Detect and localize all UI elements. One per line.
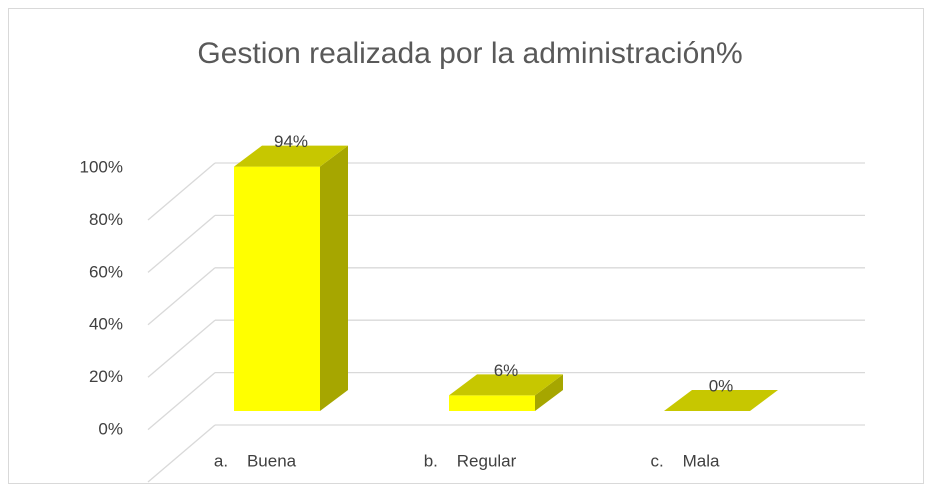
chart-border xyxy=(8,8,924,484)
x-tick-label: a. Buena xyxy=(214,451,297,470)
bar-side xyxy=(535,374,563,411)
bar-side xyxy=(320,145,348,411)
grid-diagonal xyxy=(147,214,216,273)
y-tick-label: 100% xyxy=(80,157,123,176)
grid-diagonal xyxy=(147,372,216,431)
value-label: 6% xyxy=(494,361,519,380)
y-tick-label: 60% xyxy=(89,262,123,281)
value-label: 94% xyxy=(274,132,308,151)
bar-front xyxy=(234,166,320,411)
bar-top xyxy=(664,390,778,411)
x-tick-label: b. Regular xyxy=(424,451,517,470)
bar-top xyxy=(234,145,348,167)
y-tick-label: 20% xyxy=(89,367,123,386)
y-tick-label: 80% xyxy=(89,210,123,229)
value-label: 0% xyxy=(709,376,734,395)
bar-front xyxy=(449,395,535,411)
x-tick-label: c. Mala xyxy=(651,451,721,470)
chart-title: Gestion realizada por la administración% xyxy=(197,37,742,70)
grid-diagonal xyxy=(147,162,216,221)
bar xyxy=(664,390,778,411)
bar xyxy=(234,145,348,411)
grid-diagonal xyxy=(147,319,216,378)
y-tick-label: 40% xyxy=(89,315,123,334)
y-tick-label: 0% xyxy=(98,419,123,438)
bar-top xyxy=(449,374,563,396)
bar xyxy=(449,374,563,411)
grid-diagonal xyxy=(147,267,216,326)
grid-diagonal xyxy=(147,424,216,483)
